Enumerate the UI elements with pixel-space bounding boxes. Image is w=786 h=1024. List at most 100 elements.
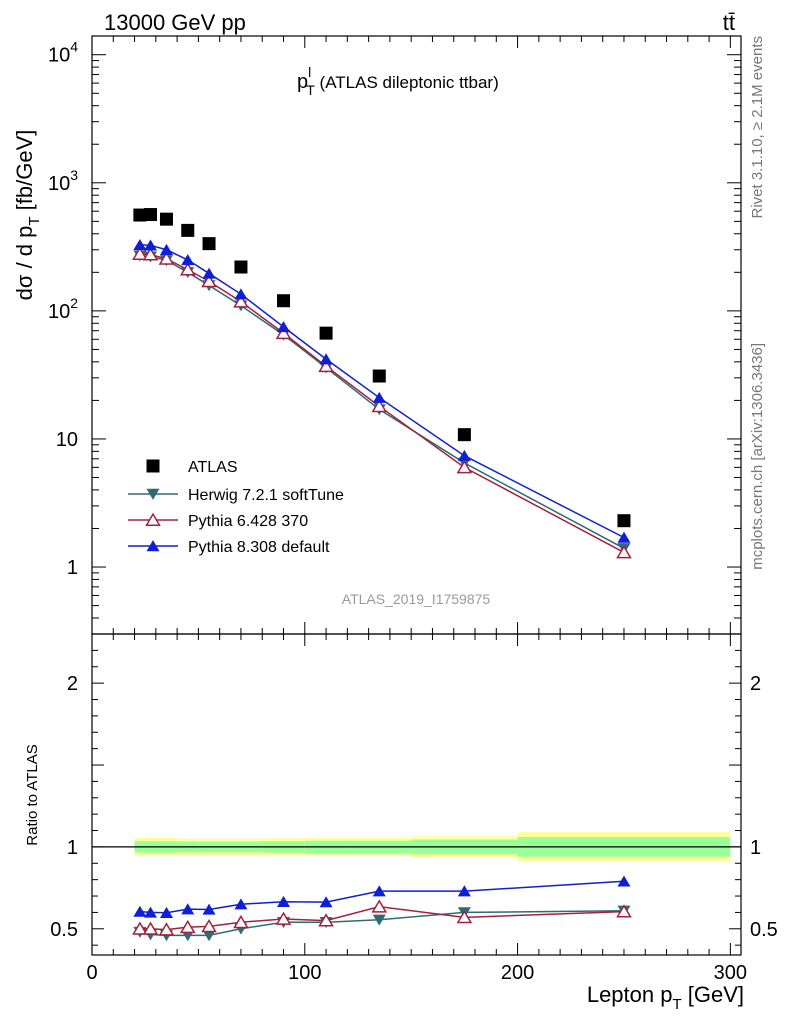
series-2-ratio-point <box>275 911 292 925</box>
energy-label: 13000 GeV pp <box>104 10 246 35</box>
legend-label-3: Pythia 8.308 default <box>188 539 330 556</box>
ratio-axis-label: Ratio to ATLAS <box>24 744 41 845</box>
series-0-point <box>202 237 216 251</box>
series-2-point <box>371 398 388 413</box>
x-axis-label: Lepton pT [GeV] <box>587 982 744 1013</box>
series-0-point <box>457 428 471 442</box>
series-2-point <box>142 247 159 261</box>
legend-marker-2 <box>145 512 161 526</box>
y-tick-label-base: 10 <box>48 173 70 195</box>
y-tick-label-exp: 2 <box>70 295 78 311</box>
y-tick-label-exp: 4 <box>70 39 78 55</box>
legend-marker-1 <box>146 488 160 500</box>
ratio-tick-label-left: 1 <box>67 837 78 859</box>
x-axis-label-sub: T <box>672 996 681 1013</box>
series-3-point <box>319 353 333 365</box>
ratio-tick-label-left: 2 <box>67 673 78 695</box>
series-2-point <box>318 358 334 373</box>
series-3-point <box>202 267 216 279</box>
x-tick-label: 300 <box>714 962 747 984</box>
y-tick-label: 102 <box>48 295 78 323</box>
analysis-id: ATLAS_2019_I1759875 <box>342 591 491 607</box>
series-2-point <box>616 545 632 559</box>
series-0-point <box>181 223 195 237</box>
y-tick-label-base: 10 <box>48 45 70 67</box>
series-2-point <box>132 246 148 260</box>
ratio-frame <box>91 633 742 956</box>
y-tick-label: 10 <box>56 429 78 451</box>
axis-ticks <box>91 36 741 955</box>
series-0-point <box>234 260 248 274</box>
plot-frames <box>91 35 742 956</box>
legend-label-0: ATLAS <box>188 459 238 476</box>
y-tick-label: 103 <box>48 167 78 195</box>
ratio-tick-label-right: 0.5 <box>750 919 778 941</box>
y-axis-label-rest: [fb/GeV] <box>12 130 37 217</box>
x-axis-label-rest: [GeV] <box>682 982 744 1007</box>
plot-title: pl T (ATLAS dileptonic ttbar) <box>297 64 499 98</box>
series-3-ratio-point <box>277 895 291 907</box>
series-2-line <box>139 253 625 554</box>
legend-label-1: Herwig 7.2.1 softTune <box>188 487 344 504</box>
series-3-ratio-point <box>234 898 248 910</box>
series-3-ratio-point <box>159 906 173 918</box>
series-2-ratio-point <box>318 913 334 927</box>
series-2-ratio-point <box>233 914 249 929</box>
plot-title-rest: (ATLAS dileptonic ttbar) <box>315 73 499 92</box>
plot-title-sup: l <box>308 64 311 80</box>
y-tick-label: 1 <box>67 557 78 579</box>
x-axis-label-main: Lepton p <box>587 982 673 1007</box>
series-3-point <box>617 531 631 543</box>
series-2-ratio-point <box>456 910 473 924</box>
series-2-ratio-point <box>616 904 632 918</box>
x-tick-label: 100 <box>288 962 321 984</box>
series-0-point <box>319 326 333 340</box>
series-3-point <box>234 288 248 300</box>
series-2-ratio-point <box>179 919 196 934</box>
series-3-ratio-point <box>181 903 195 915</box>
series-2-point <box>158 251 175 265</box>
series-3-point <box>144 239 158 251</box>
y-axis-label: dσ / d pT [fb/GeV] <box>12 130 43 301</box>
ratio-tick-label-left: 0.5 <box>50 919 78 941</box>
series-3-ratio-point <box>457 885 471 897</box>
y-axis-label-sub: T <box>26 216 43 225</box>
x-tick-label: 0 <box>86 962 97 984</box>
legend-label-2: Pythia 6.428 370 <box>188 513 308 530</box>
series-1-ratio-point <box>202 930 216 942</box>
series-2-point <box>275 325 292 340</box>
legend-marker-0 <box>146 459 160 473</box>
series-2-point <box>456 460 473 474</box>
process-label: tt̄ <box>723 10 735 35</box>
series-2-ratio-point <box>158 922 175 936</box>
x-tick-label: 200 <box>501 962 534 984</box>
series-0-point <box>159 212 173 226</box>
plot-title-sub: T <box>306 82 315 98</box>
series-2-point <box>179 262 196 276</box>
series-3-point <box>159 243 173 255</box>
series-2-ratio-point <box>142 921 159 935</box>
series-2-ratio-point <box>201 919 217 933</box>
y-axis-label-main: dσ / d p <box>12 226 37 301</box>
series-2-ratio-point <box>371 899 388 913</box>
series-main <box>132 208 632 559</box>
series-0-point <box>277 294 291 308</box>
series-3-point <box>457 449 471 461</box>
ratio-tick-label-right: 1 <box>750 837 761 859</box>
rivet-label: Rivet 3.1.10, ≥ 2.1M events <box>749 36 766 219</box>
legend-marker-3 <box>146 540 160 552</box>
series-2-ratio-point <box>132 921 148 935</box>
series-3-point <box>133 238 147 251</box>
plot-title-main: p <box>297 71 308 93</box>
series-3-ratio-point <box>372 885 386 897</box>
series-3-ratio-point <box>202 903 216 915</box>
y-tick-label-exp: 3 <box>70 167 78 183</box>
series-1-ratio-point <box>372 914 386 926</box>
mcplots-label: mcplots.cern.ch [arXiv:1306.3436] <box>749 343 766 570</box>
series-3-ratio-point <box>319 896 333 908</box>
series-0-point <box>133 208 147 222</box>
ratio-tick-label-right: 2 <box>750 673 761 695</box>
series-3-ratio-point <box>133 905 147 917</box>
